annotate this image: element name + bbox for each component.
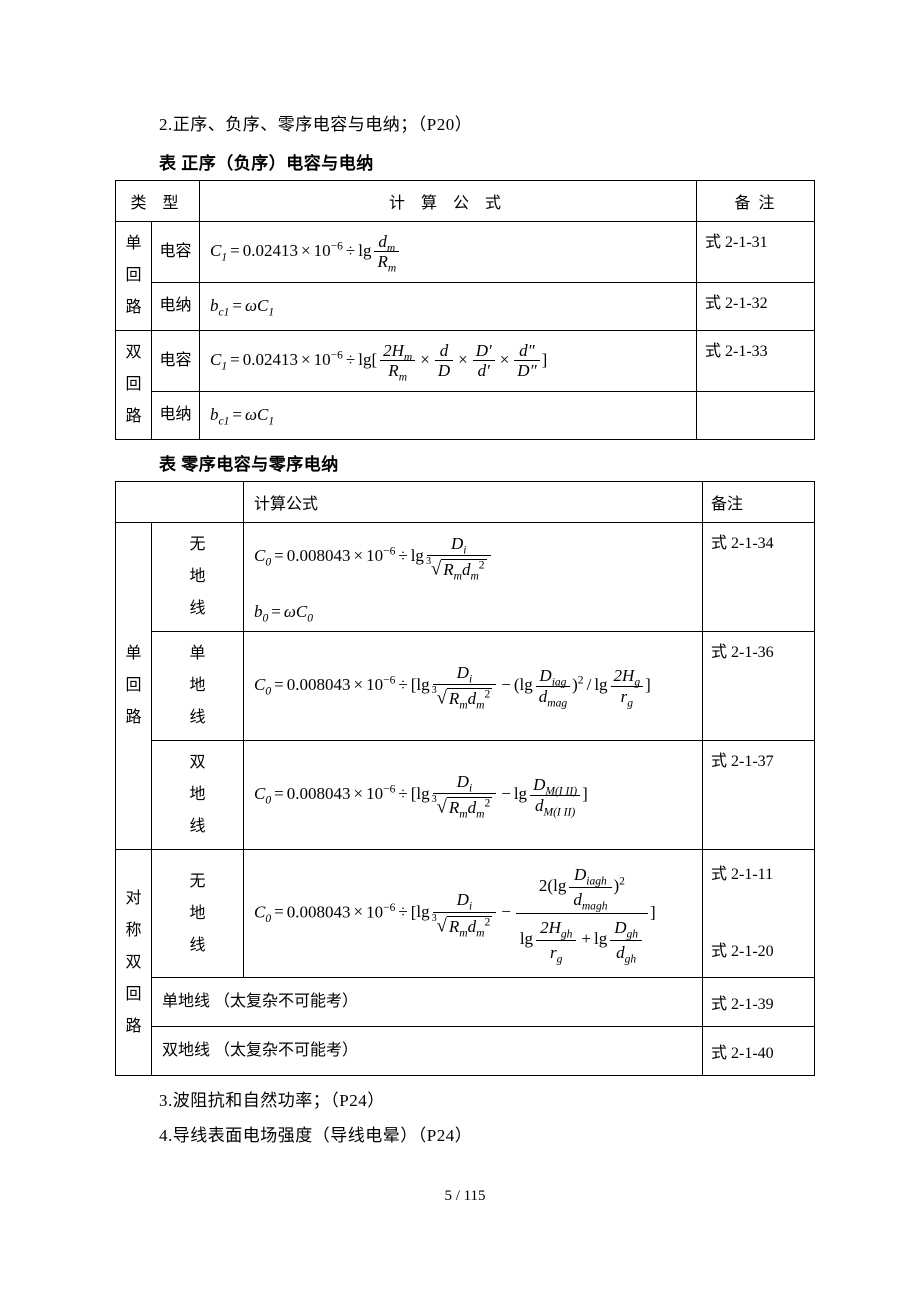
table-row: 对称双回路 无地线 C0=0.008043×10−6÷[lgDi√Rmdm2−2… <box>116 850 815 978</box>
t2-note: 式 2-1-36 <box>703 632 815 741</box>
t1-note <box>697 391 815 439</box>
table1-h-type: 类 型 <box>116 181 200 222</box>
t1-group-double: 双回路 <box>116 331 152 440</box>
t2-sub: 单地线 <box>152 632 244 741</box>
t1-formula: C1=0.02413×10−6÷lgdmRm <box>200 222 697 283</box>
t2-h-note: 备注 <box>703 482 815 523</box>
t2-note: 式 2-1-34 <box>703 523 815 632</box>
t2-sub: 双地线 <box>152 741 244 850</box>
table2-header-row: 计算公式 备注 <box>116 482 815 523</box>
heading-text: 正序、负序、零序电容与电纳；（P20） <box>173 115 472 134</box>
t1-sub: 电容 <box>152 331 200 392</box>
t2-formula: C0=0.008043×10−6÷lgDi√Rmdm2 b0=ωC0 <box>244 523 703 632</box>
table1: 类 型 计 算 公 式 备 注 单回路 电容 C1=0.02413×10−6÷l… <box>115 180 815 440</box>
table1-h-note: 备 注 <box>697 181 815 222</box>
vertical-label: 无地线 <box>189 529 205 625</box>
table2-title: 表 零序电容与零序电纳 <box>159 450 815 475</box>
table-row: 双地线 C0=0.008043×10−6÷[lgDi√Rmdm2−lgDM(I … <box>116 741 815 850</box>
vertical-label: 单地线 <box>189 638 205 734</box>
footer-line-4: 4.导线表面电场强度（导线电晕）（P24） <box>159 1121 815 1146</box>
t2-group-single: 单回路 <box>116 523 152 850</box>
table-row: 单回路 无地线 C0=0.008043×10−6÷lgDi√Rmdm2 b0=ω… <box>116 523 815 632</box>
t1-formula: bc1=ωC1 <box>200 282 697 330</box>
t2-formula: C0=0.008043×10−6÷[lgDi√Rmdm2−(lgDiagdmag… <box>244 632 703 741</box>
vertical-label: 双回路 <box>125 337 141 433</box>
table1-title: 表 正序（负序）电容与电纳 <box>159 149 815 174</box>
t2-h-type <box>116 482 244 523</box>
t1-note: 式 2-1-33 <box>697 331 815 392</box>
t2-sub-merged: 双地线 （太复杂不可能考） <box>152 1027 703 1076</box>
table-row: 单回路 电容 C1=0.02413×10−6÷lgdmRm 式 2-1-31 <box>116 222 815 283</box>
t2-h-formula: 计算公式 <box>244 482 703 523</box>
table-row: 双地线 （太复杂不可能考） 式 2-1-40 <box>116 1027 815 1076</box>
t2-note: 式 2-1-11式 2-1-20 <box>703 850 815 978</box>
t1-sub: 电纳 <box>152 282 200 330</box>
t2-formula: C0=0.008043×10−6÷[lgDi√Rmdm2−2(lgDiaghdm… <box>244 850 703 978</box>
t1-note: 式 2-1-32 <box>697 282 815 330</box>
vertical-label: 双地线 <box>189 747 205 843</box>
table-row: 单地线 C0=0.008043×10−6÷[lgDi√Rmdm2−(lgDiag… <box>116 632 815 741</box>
vertical-label: 单回路 <box>125 638 141 734</box>
table-row: 电纳 bc1=ωC1 <box>116 391 815 439</box>
table-row: 双回路 电容 C1=0.02413×10−6÷lg[2HmRm×dD×D′d′×… <box>116 331 815 392</box>
t1-sub: 电纳 <box>152 391 200 439</box>
vertical-label: 单回路 <box>125 228 141 324</box>
vertical-label: 无地线 <box>189 866 205 962</box>
table1-h-formula: 计 算 公 式 <box>200 181 697 222</box>
table-row: 电纳 bc1=ωC1 式 2-1-32 <box>116 282 815 330</box>
heading-number: 2. <box>159 115 173 134</box>
t1-formula: C1=0.02413×10−6÷lg[2HmRm×dD×D′d′×d″D″] <box>200 331 697 392</box>
table-row: 单地线 （太复杂不可能考） 式 2-1-39 <box>116 978 815 1027</box>
t2-sub: 无地线 <box>152 850 244 978</box>
table2: 计算公式 备注 单回路 无地线 C0=0.008043×10−6÷lgDi√Rm… <box>115 481 815 1076</box>
page: 2.正序、负序、零序电容与电纳；（P20） 表 正序（负序）电容与电纳 类 型 … <box>0 0 920 1245</box>
table1-header-row: 类 型 计 算 公 式 备 注 <box>116 181 815 222</box>
t2-formula: C0=0.008043×10−6÷[lgDi√Rmdm2−lgDM(I II)d… <box>244 741 703 850</box>
t2-note: 式 2-1-39 <box>703 978 815 1027</box>
t1-sub: 电容 <box>152 222 200 283</box>
t1-formula: bc1=ωC1 <box>200 391 697 439</box>
t2-note: 式 2-1-37 <box>703 741 815 850</box>
t1-note: 式 2-1-31 <box>697 222 815 283</box>
t1-group-single: 单回路 <box>116 222 152 331</box>
vertical-label: 对称双回路 <box>125 883 141 1043</box>
t2-sub: 无地线 <box>152 523 244 632</box>
t2-note: 式 2-1-40 <box>703 1027 815 1076</box>
footer-line-3: 3.波阻抗和自然功率；（P24） <box>159 1086 815 1111</box>
section-heading-2: 2.正序、负序、零序电容与电纳；（P20） <box>159 110 815 135</box>
page-number: 5 / 115 <box>115 1188 815 1205</box>
t2-sub-merged: 单地线 （太复杂不可能考） <box>152 978 703 1027</box>
t2-group-symdouble: 对称双回路 <box>116 850 152 1076</box>
